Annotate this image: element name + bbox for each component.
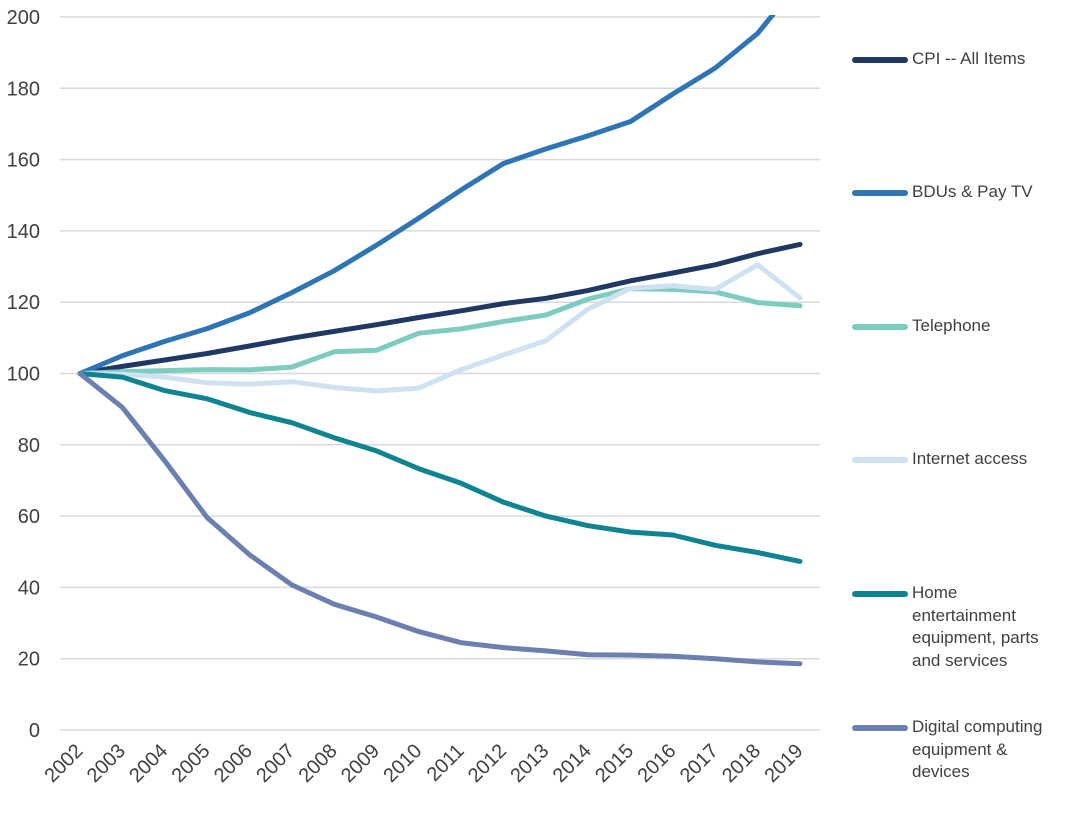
x-tick-label: 2014 bbox=[549, 740, 596, 787]
y-axis-tick-labels: 0 20 40 60 80 100 120 140 160 180 200 bbox=[7, 7, 40, 742]
y-tick-label: 140 bbox=[7, 221, 40, 243]
series-line-2 bbox=[77, 286, 803, 376]
legend-swatch bbox=[852, 57, 908, 63]
y-tick-label: 20 bbox=[18, 649, 40, 671]
y-tick-label: 160 bbox=[7, 150, 40, 172]
x-tick-label: 2007 bbox=[252, 740, 299, 787]
series-line-5 bbox=[77, 371, 803, 667]
x-tick-label: 2019 bbox=[761, 740, 808, 787]
x-tick-label: 2003 bbox=[83, 740, 130, 787]
x-tick-label: 2008 bbox=[295, 740, 342, 787]
y-tick-label: 200 bbox=[7, 7, 40, 29]
legend-swatch bbox=[852, 591, 908, 597]
series-line-0 bbox=[77, 241, 803, 376]
y-tick-label: 100 bbox=[7, 364, 40, 386]
x-tick-label: 2017 bbox=[676, 740, 723, 787]
series-line-3 bbox=[77, 262, 803, 394]
x-tick-label: 2006 bbox=[210, 740, 257, 787]
legend-label: Digital computing equipment & devices bbox=[912, 717, 1043, 781]
legend-swatch bbox=[852, 457, 908, 463]
legend-swatch bbox=[852, 725, 908, 731]
x-tick-label: 2018 bbox=[718, 740, 765, 787]
series-line-4 bbox=[77, 371, 803, 564]
x-tick-label: 2011 bbox=[423, 740, 469, 786]
legend-label: CPI -- All Items bbox=[912, 49, 1026, 68]
legend-item: Telephone bbox=[852, 315, 1062, 338]
x-tick-label: 2015 bbox=[591, 740, 638, 787]
series-line-1 bbox=[77, 15, 776, 376]
x-tick-label: 2010 bbox=[379, 740, 426, 787]
legend-item: CPI -- All Items bbox=[852, 48, 1062, 71]
legend-item: Internet access bbox=[852, 448, 1062, 471]
y-tick-label: 80 bbox=[18, 435, 40, 457]
x-tick-label: 2004 bbox=[125, 740, 172, 787]
legend-label: Telephone bbox=[912, 316, 991, 335]
series-lines bbox=[77, 15, 803, 667]
gridlines bbox=[60, 16, 820, 731]
legend-swatch bbox=[852, 190, 908, 196]
x-tick-label: 2005 bbox=[168, 740, 215, 787]
x-tick-label: 2016 bbox=[633, 740, 680, 787]
chart-legend: CPI -- All Items BDUs & Pay TV Telephone In… bbox=[852, 0, 1062, 829]
legend-item: Home entertainment equipment, parts and … bbox=[852, 582, 1062, 672]
legend-label: Internet access bbox=[912, 449, 1028, 468]
x-axis-tick-labels: 2002200320042005200620072008200920102011… bbox=[41, 740, 808, 787]
y-tick-label: 60 bbox=[18, 506, 40, 528]
x-tick-label: 2012 bbox=[464, 740, 511, 787]
x-tick-label: 2009 bbox=[337, 740, 384, 787]
x-tick-label: 2013 bbox=[506, 740, 553, 787]
y-tick-label: 0 bbox=[29, 720, 40, 742]
y-tick-label: 120 bbox=[7, 292, 40, 314]
y-tick-label: 40 bbox=[18, 577, 40, 599]
x-tick-label: 2002 bbox=[41, 740, 88, 787]
legend-label: Home entertainment equipment, parts and … bbox=[912, 583, 1039, 670]
legend-swatch bbox=[852, 324, 908, 330]
y-tick-label: 180 bbox=[7, 78, 40, 100]
legend-item: BDUs & Pay TV bbox=[852, 181, 1062, 204]
legend-item: Digital computing equipment & devices bbox=[852, 716, 1062, 784]
legend-label: BDUs & Pay TV bbox=[912, 182, 1033, 201]
